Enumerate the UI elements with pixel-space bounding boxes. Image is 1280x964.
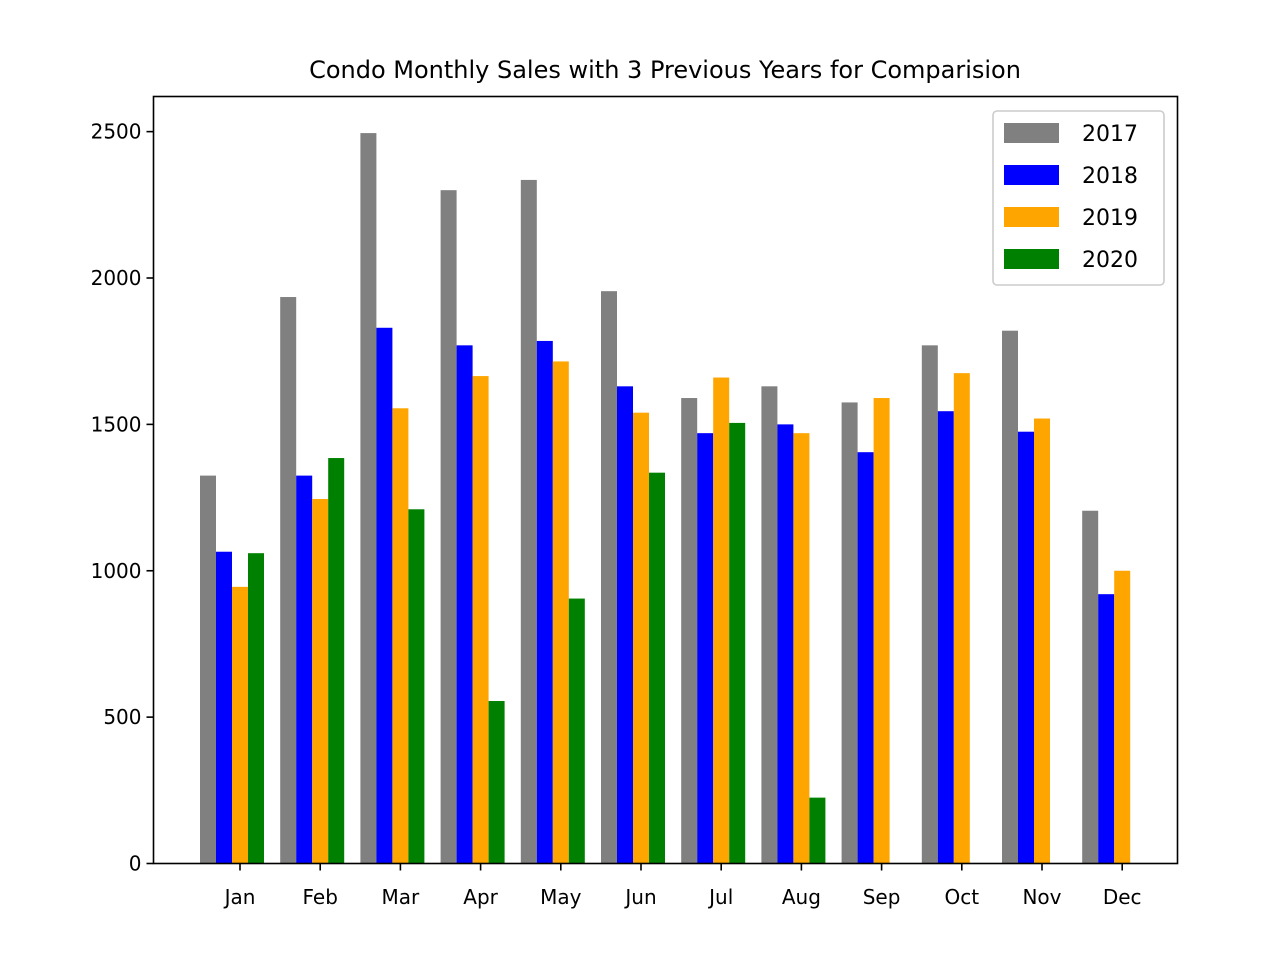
x-tick-label: Sep [863,885,901,909]
y-axis: 0 500 1000 1500 2000 2500 [91,120,154,876]
x-tick-label: May [540,885,582,909]
bar-2018-feb [296,475,313,864]
y-tick-label: 1500 [91,412,142,436]
legend-label-2019: 2019 [1082,206,1138,231]
x-tick-label: Nov [1022,885,1061,909]
bar-2018-nov [1018,431,1034,864]
bar-2017-jan [200,475,216,864]
bar-2019-jul [713,377,730,864]
bar-2017-feb [280,297,297,864]
bar-2019-oct [953,373,970,864]
legend-label-2017: 2017 [1082,122,1138,147]
legend-label-2020: 2020 [1082,248,1138,273]
bars-group [200,133,1131,864]
bar-2018-jul [697,433,714,864]
legend-swatch-2019 [1004,207,1059,227]
bar-2018-mar [376,327,393,864]
plot-frame [152,95,1179,865]
bar-2017-dec [1082,510,1099,864]
x-tick-label: Jan [223,885,256,909]
bar-2019-feb [312,499,329,864]
x-tick-label: Aug [782,885,821,909]
bar-2018-jan [216,551,232,864]
legend-label-2018: 2018 [1082,164,1138,189]
bar-2017-nov [1002,330,1018,864]
bar-2019-dec [1114,570,1131,864]
bar-2020-apr [488,701,505,864]
bar-2017-mar [360,133,377,864]
bar-2020-jun [649,472,665,864]
bar-2018-jun [617,386,633,864]
x-tick-label: Oct [945,885,980,909]
bar-2020-may [568,598,585,864]
bar-2020-mar [408,509,425,864]
y-tick-label: 500 [103,705,141,729]
bar-2020-jul [729,422,746,864]
legend-box [992,110,1165,286]
bar-2019-sep [873,398,890,864]
x-tick-label: Mar [382,885,421,909]
bar-2019-nov [1034,418,1050,864]
legend: 2017 2018 2019 2020 [992,110,1165,286]
bar-2017-apr [440,190,457,864]
bar-2019-may [552,361,569,864]
bar-2019-aug [793,433,810,864]
y-tick-label: 0 [129,852,142,876]
bar-2018-aug [777,424,794,864]
bar-2019-jan [232,586,248,864]
x-tick-label: Jul [707,885,733,909]
y-tick-label: 2500 [91,120,142,144]
bar-2017-may [520,179,537,864]
bar-2018-oct [937,411,954,864]
bar-2020-feb [328,458,345,864]
legend-swatch-2020 [1004,249,1059,269]
bar-2019-apr [472,376,489,864]
bar-2018-apr [456,345,473,864]
x-tick-label: Jun [623,885,656,909]
y-tick-label: 1000 [91,559,142,583]
bar-2017-aug [761,386,778,864]
bar-2017-jul [681,398,698,864]
bar-2019-mar [392,408,409,864]
bar-2018-may [536,340,553,864]
chart-title: Condo Monthly Sales with 3 Previous Year… [309,56,1021,84]
bar-2020-aug [809,797,826,864]
x-tick-label: Feb [302,885,337,909]
x-tick-label: Apr [463,885,498,909]
x-tick-label: Dec [1103,885,1142,909]
legend-swatch-2017 [1004,123,1059,143]
bar-2017-sep [841,402,858,864]
bar-2018-dec [1098,594,1115,864]
bar-2019-jun [633,412,649,864]
bar-2020-jan [248,553,264,864]
bar-2017-jun [601,291,617,864]
y-tick-label: 2000 [91,266,142,290]
bar-2018-sep [857,452,874,864]
legend-swatch-2018 [1004,165,1059,185]
bar-2017-oct [921,345,938,864]
x-axis: Jan Feb Mar Apr May Jun Jul Aug Sep Oct Nov Dec [223,863,1142,909]
